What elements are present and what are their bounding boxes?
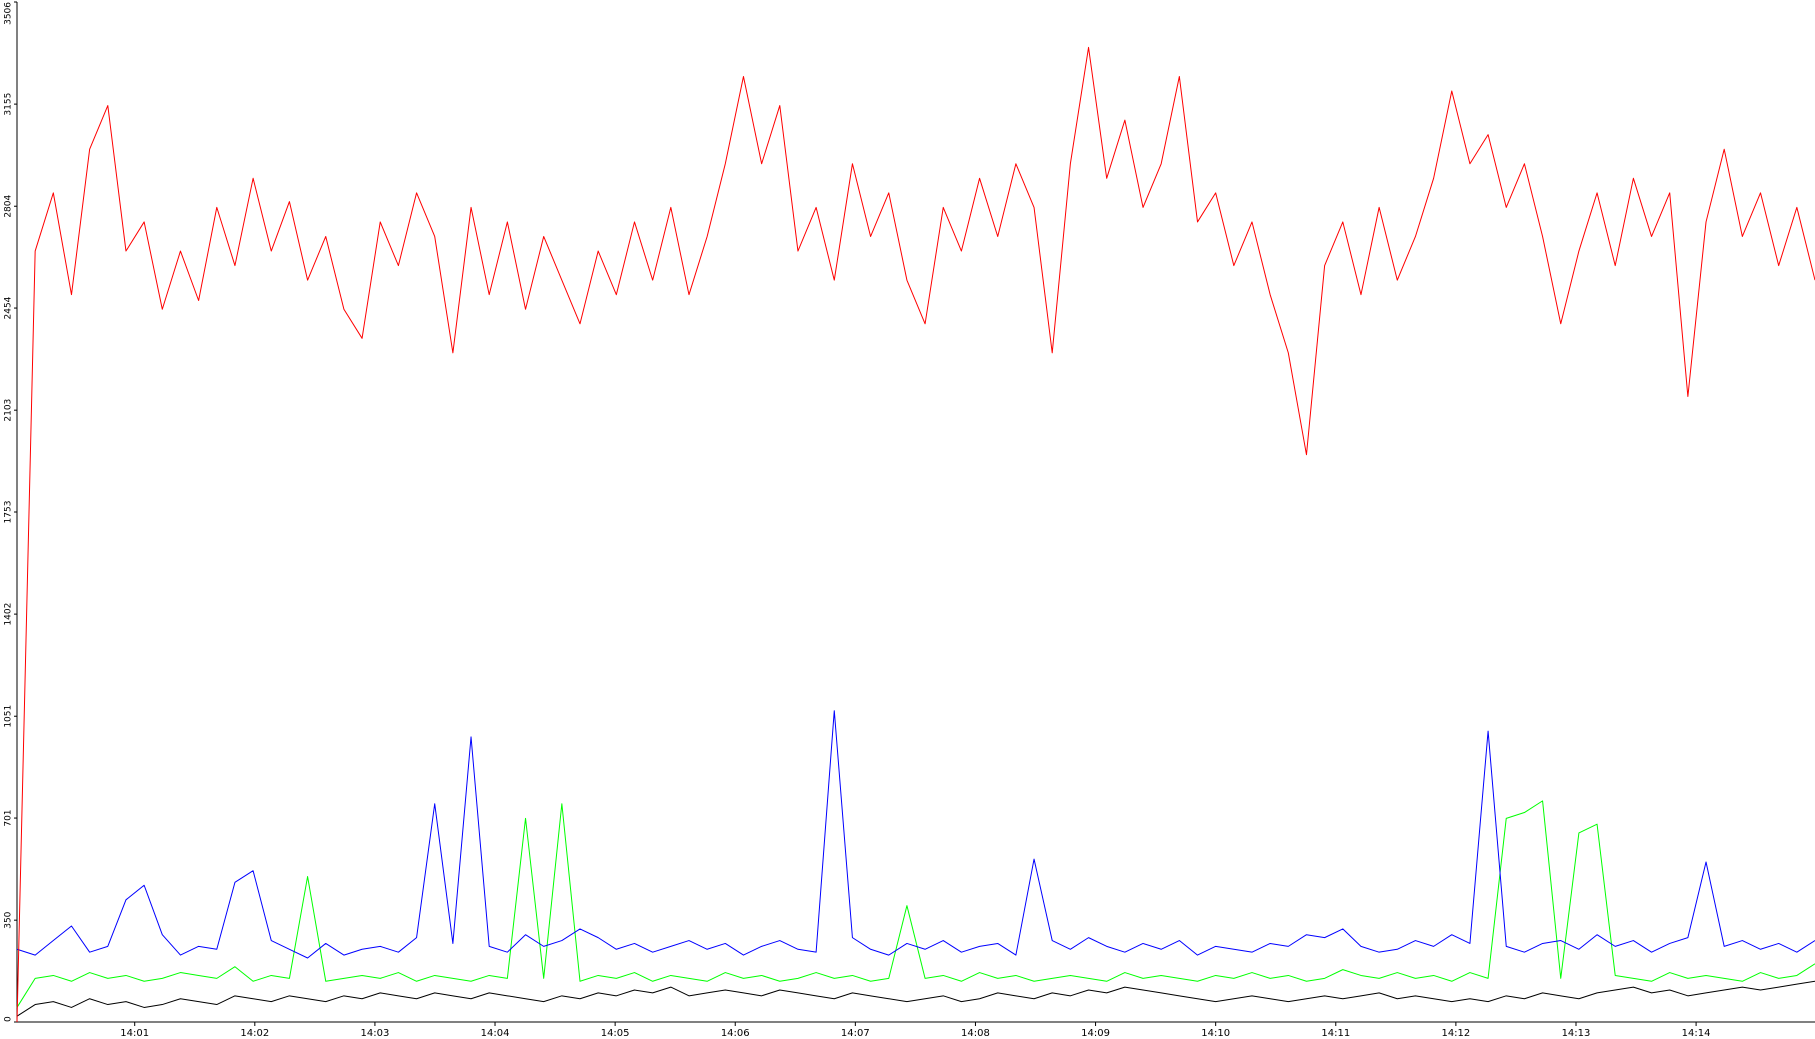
x-tick-label: 14:01 bbox=[120, 1028, 149, 1039]
x-tick-label: 14:02 bbox=[240, 1028, 269, 1039]
x-tick-label: 14:08 bbox=[961, 1028, 990, 1039]
x-tick-label: 14:14 bbox=[1682, 1028, 1711, 1039]
y-tick-label: 701 bbox=[4, 809, 14, 826]
series-line bbox=[16, 710, 1815, 959]
x-tick-label: 14:07 bbox=[841, 1028, 870, 1039]
x-tick-label: 14:12 bbox=[1441, 1028, 1470, 1039]
x-tick-label: 14:06 bbox=[721, 1028, 750, 1039]
y-tick-label: 1753 bbox=[4, 501, 14, 524]
y-tick-label: 3506 bbox=[4, 2, 14, 25]
x-tick-label: 14:04 bbox=[481, 1028, 510, 1039]
y-tick-label: 2454 bbox=[4, 296, 14, 319]
y-tick-label: 1402 bbox=[4, 603, 14, 626]
series-line bbox=[16, 46, 1815, 1023]
x-tick-label: 14:03 bbox=[361, 1028, 390, 1039]
y-tick-label: 2103 bbox=[4, 399, 14, 422]
x-tick-label: 14:10 bbox=[1201, 1028, 1230, 1039]
y-tick-label: 1051 bbox=[4, 705, 14, 728]
y-tick-label: 350 bbox=[4, 911, 14, 928]
x-tick-label: 14:09 bbox=[1081, 1028, 1110, 1039]
series-line bbox=[16, 800, 1815, 1008]
y-tick-label: 3155 bbox=[4, 93, 14, 116]
y-tick-label: 0 bbox=[4, 1016, 14, 1022]
y-tick-label: 2804 bbox=[4, 195, 14, 218]
x-tick-label: 14:11 bbox=[1321, 1028, 1350, 1039]
x-tick-label: 14:05 bbox=[601, 1028, 630, 1039]
series-line bbox=[16, 980, 1815, 1017]
x-tick-label: 14:13 bbox=[1562, 1028, 1591, 1039]
